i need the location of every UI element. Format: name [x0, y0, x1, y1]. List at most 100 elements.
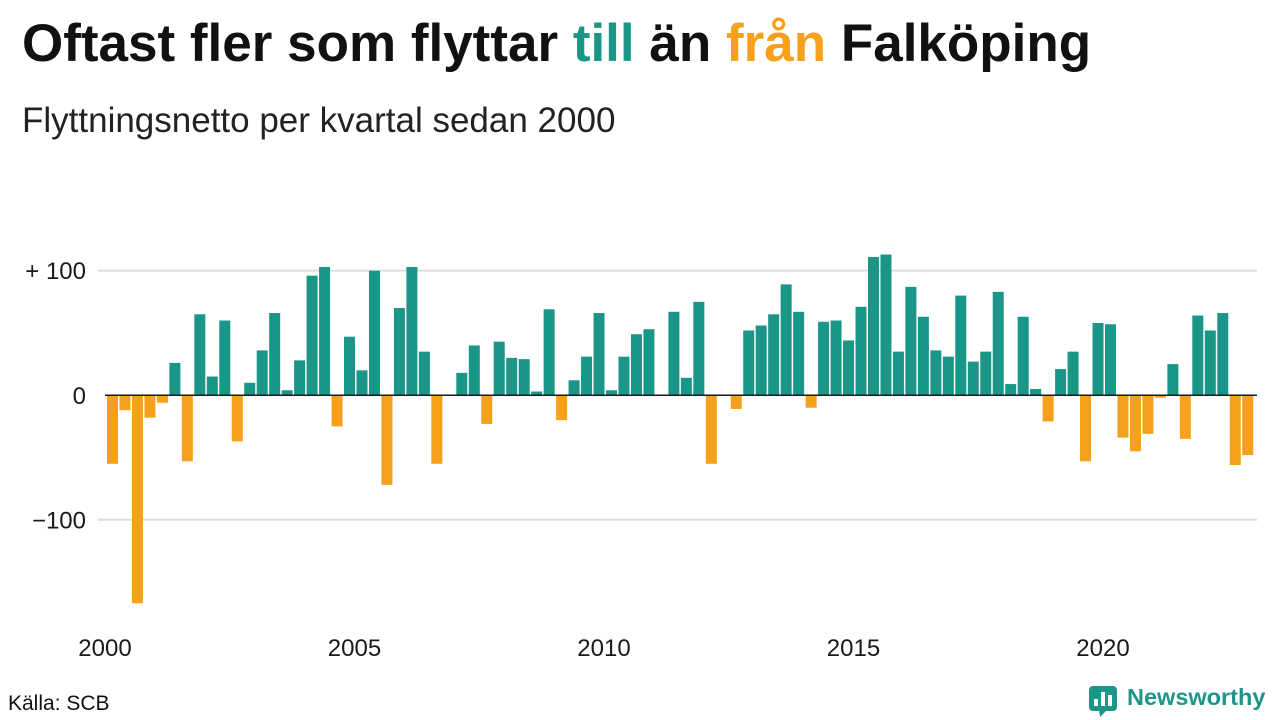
bar — [219, 320, 231, 396]
x-tick-label: 2020 — [1076, 635, 1129, 662]
bar — [830, 320, 842, 396]
bar — [942, 356, 954, 396]
bar — [630, 334, 642, 396]
bar — [131, 395, 143, 604]
bar — [281, 390, 293, 396]
bar — [294, 360, 306, 396]
bar — [169, 362, 181, 396]
bar — [319, 266, 331, 396]
bar — [1005, 384, 1017, 396]
y-tick-label: −100 — [32, 507, 86, 534]
y-axis-labels: −100 0 + 100 — [25, 258, 86, 534]
newsworthy-logo-icon — [1088, 686, 1118, 718]
y-tick-label: 0 — [73, 383, 86, 410]
bar — [368, 270, 380, 396]
bar — [1042, 395, 1054, 422]
bar — [992, 291, 1004, 396]
bar — [231, 395, 243, 442]
bar — [1017, 316, 1029, 396]
bar — [531, 391, 543, 396]
y-gridlines — [98, 269, 1257, 521]
bar — [481, 395, 493, 424]
bar — [980, 351, 992, 396]
x-tick-label: 2005 — [328, 635, 381, 662]
bar — [768, 314, 780, 396]
bar — [1129, 395, 1141, 452]
bar — [1217, 313, 1229, 396]
bar — [1055, 369, 1067, 396]
bar — [194, 314, 206, 396]
bar — [331, 395, 343, 427]
bar — [269, 313, 281, 396]
bar — [119, 395, 131, 411]
bar — [1117, 395, 1129, 438]
bar — [543, 309, 555, 396]
bar — [556, 395, 568, 421]
bar — [1092, 323, 1104, 396]
bar — [306, 275, 318, 396]
x-tick-label: 2010 — [577, 635, 630, 662]
x-axis-labels: 2000 2005 2010 2015 2020 — [78, 635, 1129, 662]
title-highlight: från — [725, 14, 827, 73]
bar — [393, 308, 405, 396]
bar — [1080, 395, 1092, 462]
bar — [256, 350, 268, 396]
bar — [1142, 395, 1154, 434]
bar — [206, 376, 218, 396]
bar — [917, 316, 929, 396]
bar — [618, 356, 630, 396]
bar — [156, 395, 168, 403]
bar — [1105, 324, 1116, 396]
bar — [606, 390, 617, 396]
bar — [1067, 351, 1079, 396]
bar — [680, 377, 692, 396]
chart-subtitle: Flyttningsnetto per kvartal sedan 2000 — [22, 101, 616, 140]
bar — [805, 395, 817, 408]
bar — [1030, 389, 1042, 396]
y-tick-label: + 100 — [25, 258, 86, 285]
bar — [406, 266, 418, 396]
bar — [1242, 395, 1254, 456]
bar — [755, 325, 767, 396]
source-note: Källa: SCB — [8, 692, 110, 715]
bar — [905, 286, 917, 396]
bar — [1229, 395, 1241, 465]
brand-name: Newsworthy — [1127, 684, 1266, 710]
bar — [793, 311, 805, 396]
bar — [381, 395, 393, 485]
x-tick-label: 2000 — [78, 635, 131, 662]
chart-title: Oftast fler som flyttar till än från Fal… — [22, 14, 1092, 73]
bar — [144, 395, 156, 418]
logo-icon-graphic — [1089, 686, 1117, 717]
title-highlight: till — [572, 14, 635, 73]
bar — [468, 345, 480, 396]
bar — [705, 395, 717, 464]
bar — [107, 395, 118, 464]
bar — [456, 372, 468, 396]
bar — [1154, 395, 1166, 398]
x-tick-label: 2015 — [827, 635, 880, 662]
bar — [568, 380, 580, 396]
bar — [930, 350, 942, 396]
bar — [643, 329, 655, 396]
bar — [967, 361, 979, 396]
bar — [892, 351, 904, 396]
bar — [1167, 364, 1179, 396]
bar — [506, 357, 518, 396]
bar — [780, 284, 792, 396]
bar — [356, 370, 368, 396]
bar — [418, 351, 430, 396]
bar — [244, 382, 256, 396]
bar — [1192, 315, 1204, 396]
bar — [855, 306, 867, 396]
bar — [1179, 395, 1191, 439]
bar — [955, 295, 967, 396]
bar — [668, 311, 680, 396]
bar — [518, 359, 530, 396]
bar — [431, 395, 443, 464]
bar — [344, 336, 356, 396]
bar — [693, 301, 705, 396]
bars — [107, 254, 1254, 604]
bar — [880, 254, 892, 396]
